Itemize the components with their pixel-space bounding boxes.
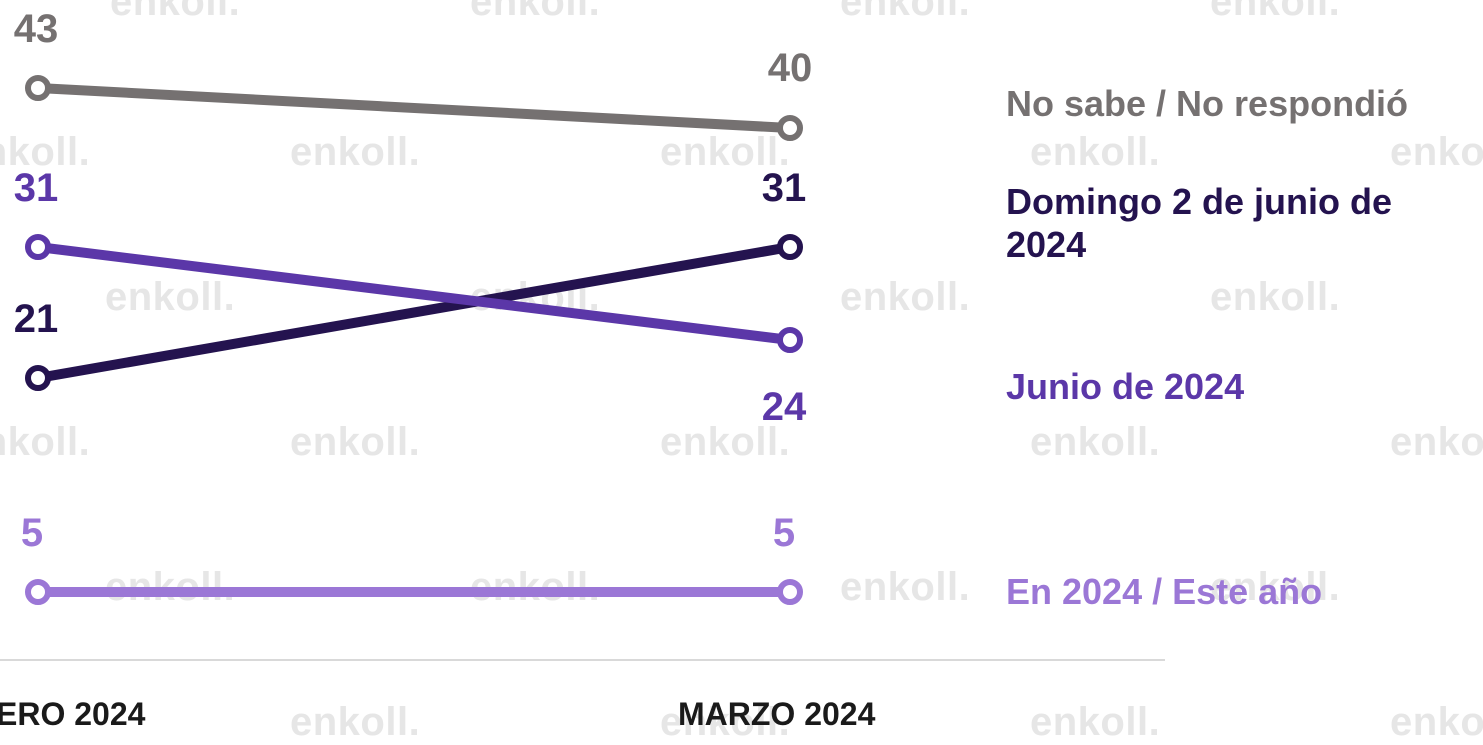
watermark-logo: enkoll. xyxy=(1390,420,1483,464)
watermark-logo: enkoll. xyxy=(1210,0,1341,24)
watermark-logo: enkoll. xyxy=(105,275,236,319)
watermark-logo: enkoll. xyxy=(1210,565,1341,609)
watermark-logo: enkoll. xyxy=(1210,275,1341,319)
x-tick-label-0: ERO 2024 xyxy=(0,696,146,732)
data-point-2-1 xyxy=(777,327,803,353)
watermark-logo: enkoll. xyxy=(840,565,971,609)
data-label-2-0: 31 xyxy=(14,166,59,210)
watermark-logo: enkoll. xyxy=(110,0,241,24)
watermark-logo: enkoll. xyxy=(660,420,791,464)
series-1: 21 31 xyxy=(14,166,807,391)
watermark-logo: enkoll. xyxy=(840,275,971,319)
data-point-3-1 xyxy=(777,579,803,605)
data-point-3-0 xyxy=(25,579,51,605)
data-point-1-1 xyxy=(777,234,803,260)
data-label-0-0: 43 xyxy=(14,7,59,51)
series-line-0 xyxy=(33,83,795,133)
watermark-logo: enkoll. xyxy=(470,0,601,24)
watermark-logo: enkoll. xyxy=(0,130,91,174)
watermark-logo: enkoll. xyxy=(1030,130,1161,174)
legend-item-junio-2024: Junio de 2024 xyxy=(1006,366,1245,407)
x-tick-label-1: MARZO 2024 xyxy=(678,696,876,732)
series-line-1 xyxy=(33,242,795,383)
data-point-1-0 xyxy=(25,365,51,391)
data-label-3-0: 5 xyxy=(21,511,43,555)
watermark-logo: enkoll. xyxy=(1390,130,1483,174)
data-point-2-0 xyxy=(25,234,51,260)
data-label-0-1: 40 xyxy=(768,46,813,90)
data-label-1-0: 21 xyxy=(14,297,59,341)
watermark-logo: enkoll. xyxy=(290,420,421,464)
watermark-logo: enkoll. xyxy=(0,420,91,464)
watermark-logo: enkoll. xyxy=(660,130,791,174)
watermark-logo: enkoll. xyxy=(290,130,421,174)
data-label-3-1: 5 xyxy=(773,511,795,555)
data-label-1-1: 31 xyxy=(762,166,807,210)
data-point-0-1 xyxy=(777,115,803,141)
series-2: 31 24 xyxy=(14,166,807,429)
series-line-2 xyxy=(33,242,795,345)
data-label-2-1: 24 xyxy=(762,385,807,429)
watermark-logo: enkoll. xyxy=(1030,420,1161,464)
data-point-0-0 xyxy=(25,75,51,101)
legend-item-en-2024: En 2024 / Este año xyxy=(1006,571,1323,612)
watermark-logo: enkoll. xyxy=(840,0,971,24)
legend-item-no-sabe: No sabe / No respondió xyxy=(1006,83,1409,124)
legend-item-domingo-2-junio: Domingo 2 de junio de 2024 xyxy=(1006,181,1392,266)
series-0: 43 40 xyxy=(14,7,813,141)
